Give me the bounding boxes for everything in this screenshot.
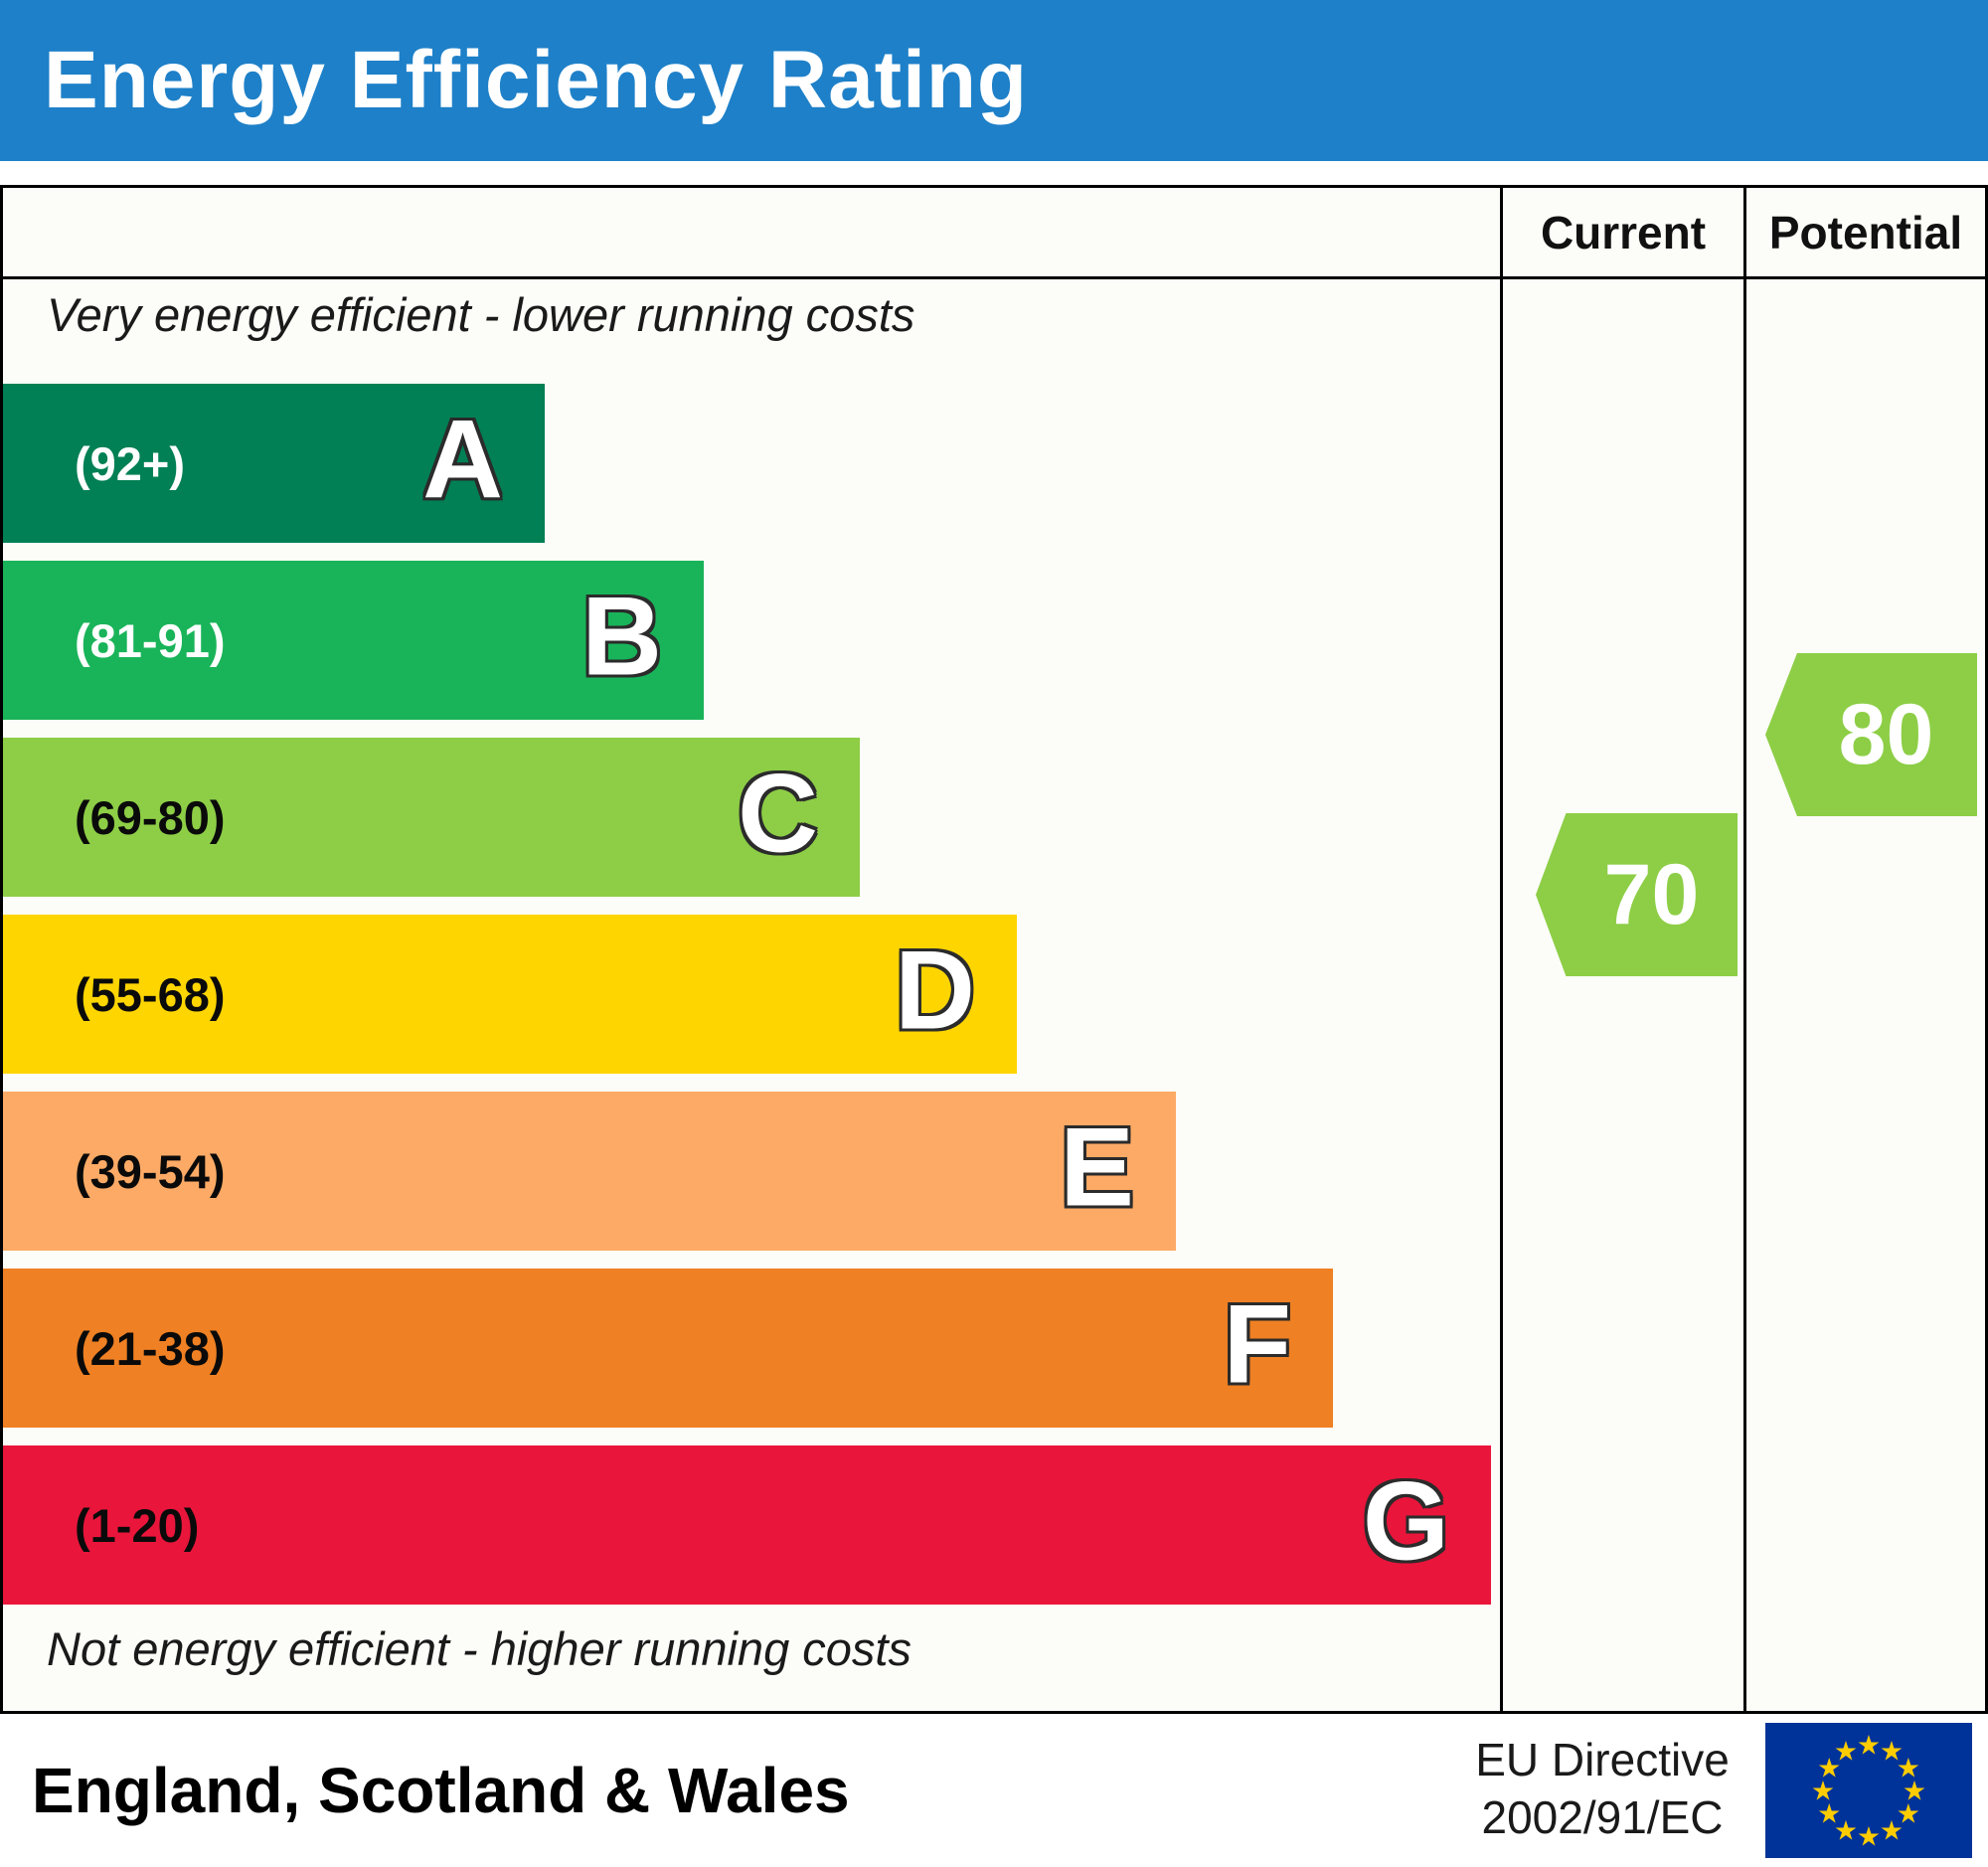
band-row-f: (21-38) F: [3, 1269, 1333, 1428]
eu-directive-label: EU Directive 2002/91/EC: [1443, 1732, 1761, 1846]
band-letter: D: [895, 928, 975, 1053]
band-range-label: (39-54): [75, 1144, 226, 1198]
band-letter: E: [1060, 1104, 1134, 1230]
potential-rating-value: 80: [1838, 687, 1934, 782]
svg-text:★: ★: [1817, 1798, 1841, 1828]
band-letter: F: [1223, 1281, 1291, 1407]
svg-text:★: ★: [1857, 1730, 1881, 1760]
svg-text:★: ★: [1897, 1753, 1920, 1782]
eu-directive-line1: EU Directive: [1475, 1734, 1730, 1785]
column-header-potential: Potential: [1768, 206, 1963, 258]
svg-text:★: ★: [1834, 1815, 1858, 1845]
svg-text:★: ★: [1817, 1753, 1841, 1782]
band-range-label: (69-80): [75, 790, 226, 844]
band-letter: G: [1362, 1458, 1449, 1584]
band-range-label: (92+): [75, 436, 186, 490]
band-range-label: (21-38): [75, 1321, 226, 1375]
current-rating-value: 70: [1603, 847, 1700, 942]
band-row-b: (81-91) B: [3, 561, 704, 720]
footer: England, Scotland & Wales EU Directive 2…: [0, 1714, 1988, 1867]
current-rating-arrow: 70: [1536, 813, 1738, 976]
svg-text:★: ★: [1897, 1798, 1920, 1828]
band-range-label: (1-20): [75, 1498, 200, 1552]
band-letter: B: [581, 574, 662, 699]
current-column-divider: [1500, 188, 1503, 1711]
band-letter: A: [422, 397, 503, 522]
potential-rating-arrow: 80: [1765, 653, 1977, 816]
potential-column-divider: [1743, 188, 1746, 1711]
rating-chart: Current Potential Very energy efficient …: [0, 185, 1988, 1714]
svg-text:★: ★: [1834, 1737, 1858, 1767]
top-note: Very energy efficient - lower running co…: [47, 288, 915, 341]
band-range-label: (55-68): [75, 967, 226, 1021]
column-header-current: Current: [1540, 206, 1707, 258]
band-row-d: (55-68) D: [3, 915, 1017, 1074]
band-row-a: (92+) A: [3, 384, 545, 543]
bottom-note: Not energy efficient - higher running co…: [47, 1622, 911, 1675]
svg-text:★: ★: [1903, 1776, 1926, 1805]
band-range-label: (81-91): [75, 613, 226, 667]
band-row-g: (1-20) G: [3, 1445, 1491, 1605]
eu-flag-svg: ★★★★★★★★★★★★: [1765, 1723, 1972, 1858]
svg-text:★: ★: [1811, 1776, 1835, 1805]
eu-flag: ★ ★ ★ ★ ★ ★ ★ ★ ★ ★ ★ ★: [1765, 1723, 1972, 1858]
band-letter: C: [738, 751, 818, 876]
svg-text:★: ★: [1880, 1815, 1904, 1845]
band-row-c: (69-80) C: [3, 738, 860, 897]
band-row-e: (39-54) E: [3, 1092, 1176, 1251]
header-bar: Energy Efficiency Rating: [0, 0, 1988, 161]
page-title: Energy Efficiency Rating: [44, 35, 1029, 125]
eu-directive-line2: 2002/91/EC: [1481, 1790, 1724, 1843]
svg-text:★: ★: [1880, 1737, 1904, 1767]
column-header-divider: [3, 276, 1985, 279]
svg-text:★: ★: [1857, 1821, 1881, 1851]
footer-region-label: England, Scotland & Wales: [32, 1755, 850, 1826]
